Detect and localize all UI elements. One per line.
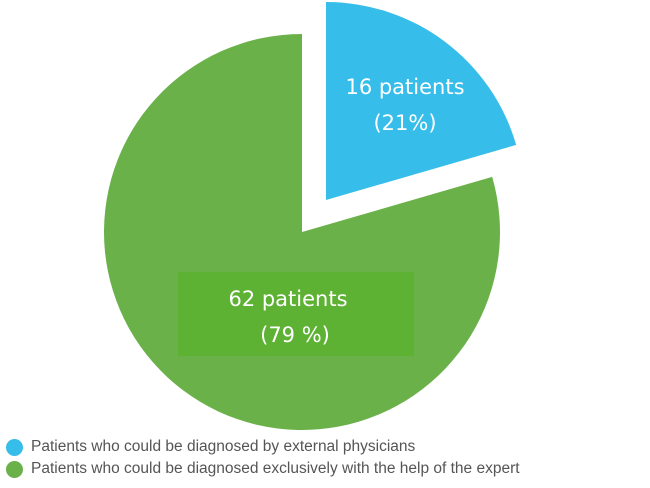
- legend-marker: [6, 460, 23, 478]
- legend-item-external-physicians[interactable]: Patients who could be diagnosed by exter…: [6, 436, 646, 458]
- legend-marker: [6, 438, 23, 456]
- legend-item-expert-help[interactable]: Patients who could be diagnosed exclusiv…: [6, 458, 646, 480]
- slice-label-percent-external: (21%): [373, 111, 436, 135]
- slice-label-count-external: 16 patients: [345, 75, 464, 99]
- legend-label: Patients who could be diagnosed exclusiv…: [31, 460, 520, 477]
- chart-legend: Patients who could be diagnosed by exter…: [6, 436, 646, 480]
- pie-slice-external-physicians[interactable]: [326, 2, 517, 200]
- slice-label-count-expert: 62 patients: [228, 287, 347, 311]
- slice-label-box: [178, 272, 414, 356]
- legend-label: Patients who could be diagnosed by exter…: [31, 438, 416, 455]
- slice-label-percent-expert: (79 %): [260, 323, 330, 347]
